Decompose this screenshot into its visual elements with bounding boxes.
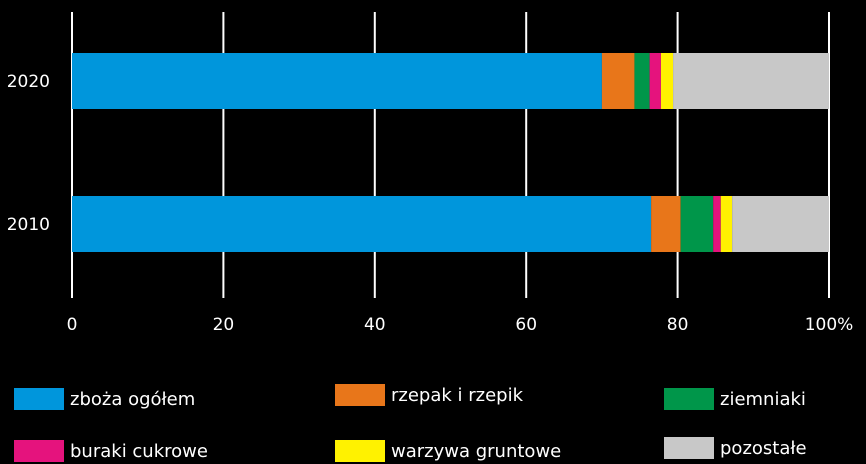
y-category-label: 2010 (7, 215, 50, 235)
legend-swatch (335, 440, 385, 462)
x-tick-label: 20 (213, 315, 235, 335)
x-tick-label: 40 (364, 315, 386, 335)
legend-item-buraki: buraki cukrowe (14, 440, 208, 462)
legend-label: buraki cukrowe (70, 440, 208, 462)
y-category-label: 2020 (7, 72, 50, 92)
bar-segment (649, 53, 661, 109)
legend-item-rzepak: rzepak i rzepik (335, 384, 523, 406)
legend-item-warzywa: warzywa gruntowe (335, 440, 561, 462)
legend-label: ziemniaki (720, 388, 806, 410)
legend-label: rzepak i rzepik (391, 384, 524, 406)
legend-label: warzywa gruntowe (391, 440, 562, 462)
bar-segment (72, 53, 602, 109)
bar-segment (601, 53, 635, 109)
legend-item-ziemniaki: ziemniaki (664, 388, 806, 410)
bar-segment (680, 196, 714, 252)
bar-segment (720, 196, 733, 252)
legend-swatch (664, 437, 714, 459)
bar-segment (651, 196, 681, 252)
bar-segment (660, 53, 674, 109)
x-tick-label: 0 (67, 315, 78, 335)
stacked-bar-chart: 0 20 40 60 80 100% 2020 2010 (7, 12, 854, 335)
bar-segment (673, 53, 829, 109)
bar-segment (72, 196, 652, 252)
legend-swatch (335, 384, 385, 406)
legend-label: pozostałe (720, 437, 807, 459)
legend-label: zboża ogółem (70, 388, 196, 410)
bar-segment (634, 53, 650, 109)
bar-segment (732, 196, 829, 252)
legend-item-zboza: zboża ogółem (14, 388, 195, 410)
legend-swatch (664, 388, 714, 410)
x-tick-label: 100% (805, 315, 854, 335)
legend-item-pozostale: pozostałe (664, 437, 807, 459)
legend-swatch (14, 440, 64, 462)
x-tick-label: 60 (515, 315, 537, 335)
legend-swatch (14, 388, 64, 410)
x-tick-label: 80 (667, 315, 689, 335)
bar-segment (713, 196, 721, 252)
